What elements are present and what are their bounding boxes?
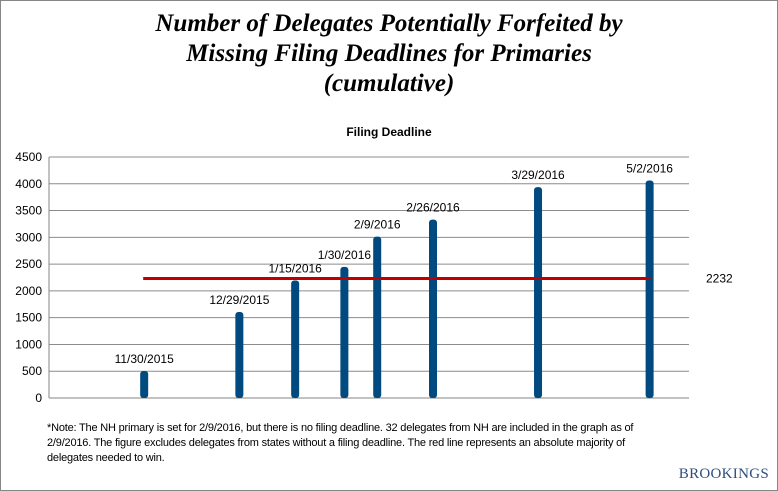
title-line: (cumulative) <box>323 70 455 97</box>
bar <box>534 187 543 398</box>
y-tick-label: 4000 <box>15 177 42 191</box>
chart-subtitle: Filing Deadline <box>346 125 432 139</box>
y-tick-label: 3000 <box>15 230 42 244</box>
bar-data-label: 11/30/2015 <box>115 352 174 366</box>
chart-title: Number of Delegates Potentially Forfeite… <box>1 9 777 99</box>
bar-data-label: 12/29/2015 <box>209 293 269 307</box>
y-tick-label: 2500 <box>15 257 42 271</box>
bar-data-label: 1/30/2016 <box>318 248 372 262</box>
bar <box>235 312 244 398</box>
title-line: Number of Delegates Potentially Forfeite… <box>155 10 623 37</box>
bar-data-label: 2/9/2016 <box>354 218 401 232</box>
bar <box>140 370 149 398</box>
y-tick-label: 2000 <box>15 284 42 298</box>
footnote: *Note: The NH primary is set for 2/9/201… <box>47 422 634 464</box>
y-tick-label: 0 <box>35 391 42 405</box>
bar <box>340 266 349 398</box>
bar <box>291 280 300 398</box>
y-tick-label: 4500 <box>15 150 42 164</box>
title-line: Missing Filing Deadlines for Primaries <box>186 40 592 67</box>
bar-data-label: 2/26/2016 <box>406 201 460 215</box>
reference-line-label: 2232 <box>706 271 733 285</box>
bar-data-label: 5/2/2016 <box>626 162 673 176</box>
y-tick-label: 500 <box>22 364 42 378</box>
brookings-logo: BROOKINGS <box>678 466 769 482</box>
y-tick-label: 3500 <box>15 204 42 218</box>
y-tick-label: 1500 <box>15 311 42 325</box>
bar <box>373 236 382 398</box>
bar-data-label: 1/15/2016 <box>268 261 322 275</box>
bar <box>645 180 654 398</box>
y-tick-label: 1000 <box>15 337 42 351</box>
bar-data-label: 3/29/2016 <box>511 168 565 182</box>
bar <box>429 219 437 398</box>
